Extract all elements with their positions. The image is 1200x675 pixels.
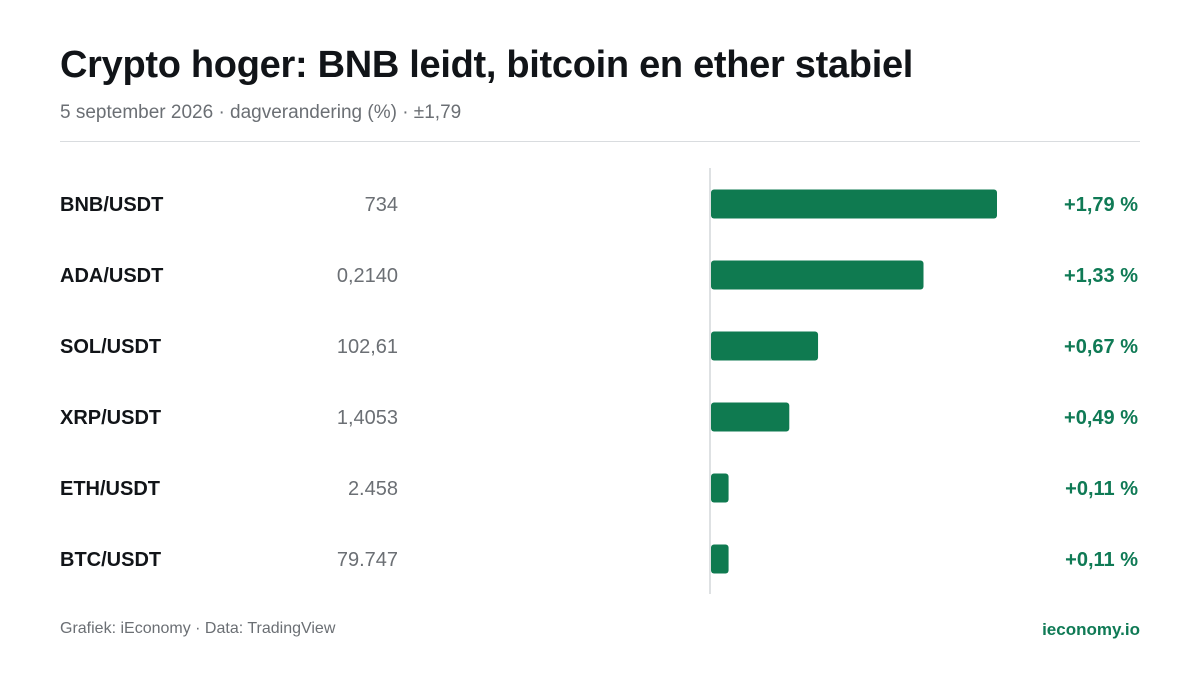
value-label: +0,49 % [1064, 407, 1138, 429]
price-label: 1,4053 [337, 407, 398, 429]
value-label: +0,67 % [1064, 336, 1138, 358]
price-label: 734 [365, 194, 398, 216]
brand-link[interactable]: ieconomy.io [1042, 620, 1140, 639]
category-label: XRP/USDT [60, 407, 161, 429]
category-label: ADA/USDT [60, 265, 163, 287]
category-label: BNB/USDT [60, 194, 163, 216]
chart-subtitle: 5 september 2026 · dagverandering (%) · … [60, 102, 462, 123]
category-label: SOL/USDT [60, 336, 161, 358]
chart-title: Crypto hoger: BNB leidt, bitcoin en ethe… [60, 44, 914, 86]
bar [711, 260, 924, 290]
value-label: +0,11 % [1065, 478, 1138, 500]
bar [711, 402, 790, 432]
price-label: 102,61 [337, 336, 398, 358]
price-label: 79.747 [337, 549, 398, 571]
price-label: 0,2140 [337, 265, 398, 287]
value-label: +1,79 % [1064, 194, 1138, 216]
bar [711, 189, 997, 219]
source-credit: Grafiek: iEconomy · Data: TradingView [60, 620, 336, 637]
value-label: +1,33 % [1064, 265, 1138, 287]
category-label: BTC/USDT [60, 549, 161, 571]
value-label: +0,11 % [1065, 549, 1138, 571]
bar [711, 544, 729, 574]
price-label: 2.458 [348, 478, 398, 500]
bar [711, 331, 819, 361]
bar [711, 473, 729, 503]
header-divider [60, 141, 1140, 142]
category-label: ETH/USDT [60, 478, 160, 500]
